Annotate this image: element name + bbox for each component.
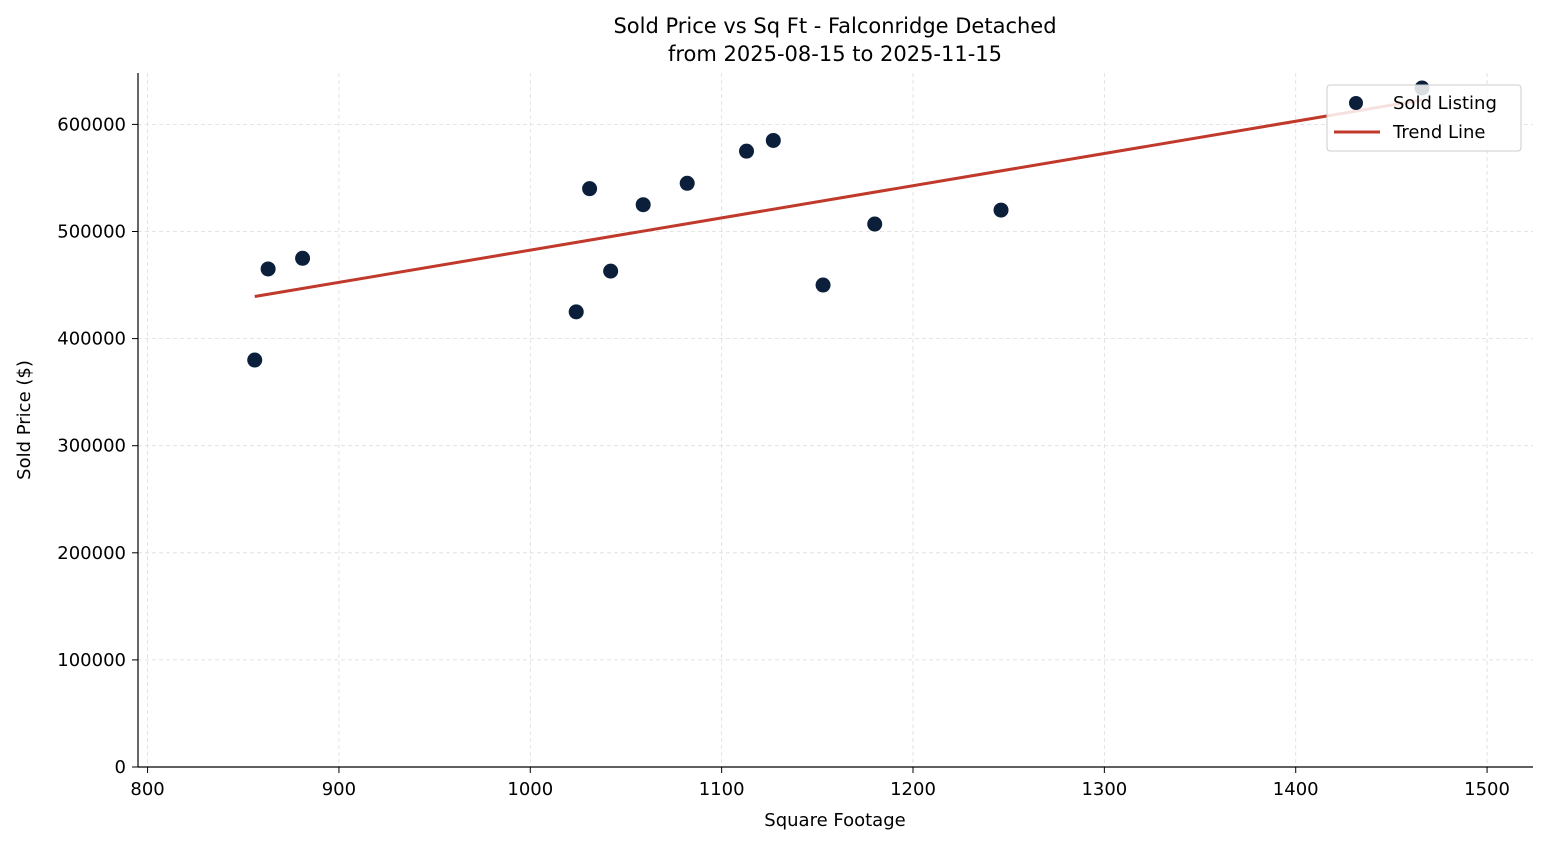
x-tick-label: 1300 (1081, 779, 1127, 800)
grid (138, 73, 1533, 768)
legend: Sold Listing Trend Line (1326, 84, 1522, 152)
y-tick-label: 200000 (57, 543, 126, 564)
y-tick-label: 600000 (57, 114, 126, 135)
legend-label-sold-listing: Sold Listing (1393, 93, 1497, 114)
x-tick-label: 1000 (507, 779, 553, 800)
y-tick-label: 0 (115, 757, 126, 778)
y-tick-label: 500000 (57, 222, 126, 243)
x-tick-label: 1500 (1464, 779, 1510, 800)
chart-subtitle: from 2025-08-15 to 2025-11-15 (668, 42, 1002, 66)
data-point (739, 143, 755, 159)
data-point (635, 197, 651, 213)
x-tick-label: 1200 (890, 779, 936, 800)
x-tick-label: 800 (130, 779, 164, 800)
data-point (568, 304, 584, 320)
y-tick-label: 400000 (57, 329, 126, 350)
legend-box (1326, 84, 1522, 152)
data-point (260, 261, 276, 277)
legend-label-trend-line: Trend Line (1392, 122, 1486, 143)
x-ticks: 800 900 1000 1100 1200 1300 1400 1500 (130, 767, 1510, 800)
data-point (815, 277, 831, 293)
points-group (247, 80, 1430, 368)
y-axis-label: Sold Price ($) (14, 360, 35, 480)
data-point (867, 216, 883, 232)
data-point (679, 175, 695, 191)
y-tick-label: 300000 (57, 436, 126, 457)
data-point (993, 202, 1009, 218)
data-point (295, 250, 311, 266)
chart-title: Sold Price vs Sq Ft - Falconridge Detach… (613, 14, 1056, 38)
data-point (603, 263, 619, 279)
x-tick-label: 1400 (1273, 779, 1319, 800)
x-tick-label: 900 (322, 779, 356, 800)
data-point (765, 132, 781, 148)
legend-marker-sold-listing (1349, 96, 1363, 110)
y-tick-label: 100000 (57, 650, 126, 671)
data-point (582, 181, 598, 197)
trend-line (254, 98, 1423, 298)
x-tick-label: 1100 (699, 779, 745, 800)
data-point (247, 352, 263, 368)
trend-line-group (254, 98, 1423, 298)
x-axis-label: Square Footage (764, 810, 905, 831)
y-ticks: 0 100000 200000 300000 400000 500000 600000 (57, 114, 138, 778)
